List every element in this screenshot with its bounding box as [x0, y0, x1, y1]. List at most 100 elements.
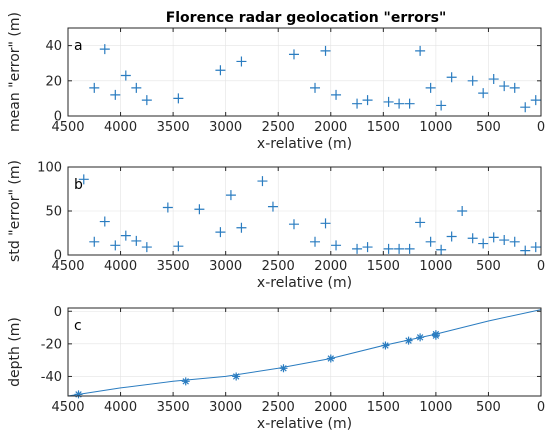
plus-marker — [509, 82, 520, 93]
x-tick-label: 4000 — [104, 120, 137, 135]
star-marker — [279, 364, 288, 373]
x-tick-label: 3000 — [209, 259, 242, 274]
star-marker — [381, 341, 390, 350]
plus-marker — [131, 82, 142, 93]
plus-marker — [225, 190, 236, 201]
plus-marker — [520, 102, 531, 113]
x-tick-label: 1500 — [367, 120, 400, 135]
x-tick-label: 1000 — [419, 259, 452, 274]
x-tick-label: 4000 — [104, 259, 137, 274]
plus-marker — [173, 93, 184, 104]
plus-marker — [488, 232, 499, 243]
plus-marker — [415, 45, 426, 56]
plus-marker — [331, 240, 342, 251]
plus-marker — [404, 98, 415, 109]
plus-marker — [110, 89, 121, 100]
plus-marker — [446, 72, 457, 83]
x-axis-label: x-relative (m) — [257, 275, 352, 291]
plus-marker — [499, 235, 510, 246]
plus-marker — [141, 95, 152, 106]
plus-marker — [120, 230, 131, 241]
plus-marker — [310, 82, 321, 93]
plus-marker — [89, 82, 100, 93]
plus-marker — [352, 243, 363, 254]
plus-marker — [99, 216, 110, 227]
plus-marker — [288, 49, 299, 60]
plus-marker — [320, 218, 331, 229]
y-tick-label: 20 — [45, 74, 62, 89]
x-tick-label: 3500 — [157, 400, 190, 415]
plus-marker — [436, 244, 447, 255]
x-tick-label: 0 — [537, 400, 545, 415]
plus-marker — [194, 204, 205, 215]
x-tick-label: 500 — [476, 400, 501, 415]
panels: 4500 4000 3500 3000 2500 2000 1500 1000 500 00204… — [7, 12, 545, 432]
x-tick-label: 1500 — [367, 400, 400, 415]
plus-marker — [478, 238, 489, 249]
x-tick-label: 4500 — [51, 400, 84, 415]
figure-title: Florence radar geolocation "errors" — [166, 10, 447, 26]
plus-marker — [131, 235, 142, 246]
star-marker — [74, 390, 83, 399]
depth-line — [67, 309, 542, 397]
x-tick-label: 2500 — [262, 400, 295, 415]
x-tick-label: 2000 — [314, 400, 347, 415]
x-tick-label: 1500 — [367, 259, 400, 274]
plus-marker — [467, 233, 478, 244]
plus-marker — [394, 243, 405, 254]
x-tick-label: 3000 — [209, 120, 242, 135]
plus-marker — [89, 236, 100, 247]
panel-a: 4500 4000 3500 3000 2500 2000 1500 1000 500 0 0 20 4… — [7, 12, 545, 152]
plus-marker — [320, 45, 331, 56]
star-marker — [181, 377, 190, 386]
y-axis-label: std "error" (m) — [7, 160, 23, 262]
star-marker — [326, 354, 335, 363]
y-tick-label: 100 — [37, 161, 62, 176]
plus-marker — [267, 201, 278, 212]
plus-marker — [173, 241, 184, 252]
plus-marker — [383, 243, 394, 254]
panel-letter: b — [74, 177, 83, 193]
plus-marker — [509, 236, 520, 247]
y-tick-label: 40 — [45, 39, 62, 54]
plot-frame — [67, 307, 542, 397]
plus-marker — [457, 206, 468, 216]
star-marker — [416, 333, 425, 342]
y-tick-label: -20 — [41, 337, 62, 352]
plus-marker — [394, 98, 405, 109]
plus-marker — [162, 202, 173, 213]
star-marker — [431, 331, 440, 340]
x-tick-label: 4500 — [51, 120, 84, 135]
plus-marker — [425, 236, 436, 247]
x-tick-label: 2000 — [314, 259, 347, 274]
plus-marker — [530, 242, 541, 253]
plus-marker — [110, 240, 121, 251]
x-tick-label: 4000 — [104, 400, 137, 415]
plus-marker — [415, 217, 426, 228]
plus-marker — [141, 242, 152, 253]
x-tick-label: 1000 — [419, 120, 452, 135]
plus-marker — [362, 242, 373, 253]
y-axis-label: depth (m) — [7, 317, 23, 387]
plus-marker — [288, 219, 299, 230]
star-marker — [404, 336, 413, 345]
x-axis-label: x-relative (m) — [257, 416, 352, 432]
plus-marker — [530, 95, 541, 106]
plus-marker — [446, 231, 457, 242]
plus-marker — [99, 44, 110, 55]
star-marker — [232, 372, 241, 381]
x-axis-label: x-relative (m) — [257, 136, 352, 152]
plus-marker — [362, 95, 373, 106]
x-tick-label: 3500 — [157, 259, 190, 274]
plus-marker — [257, 176, 268, 187]
plus-marker — [236, 56, 247, 67]
plus-marker — [499, 81, 510, 92]
x-tick-label: 2500 — [262, 259, 295, 274]
panel-b: 4500 4000 3500 3000 2500 2000 1500 1000 500 0 0 50 1… — [7, 160, 545, 291]
plus-marker — [331, 89, 342, 100]
x-tick-label: 1000 — [419, 400, 452, 415]
plus-marker — [467, 75, 478, 86]
plus-marker — [352, 98, 363, 109]
x-tick-label: 500 — [476, 259, 501, 274]
